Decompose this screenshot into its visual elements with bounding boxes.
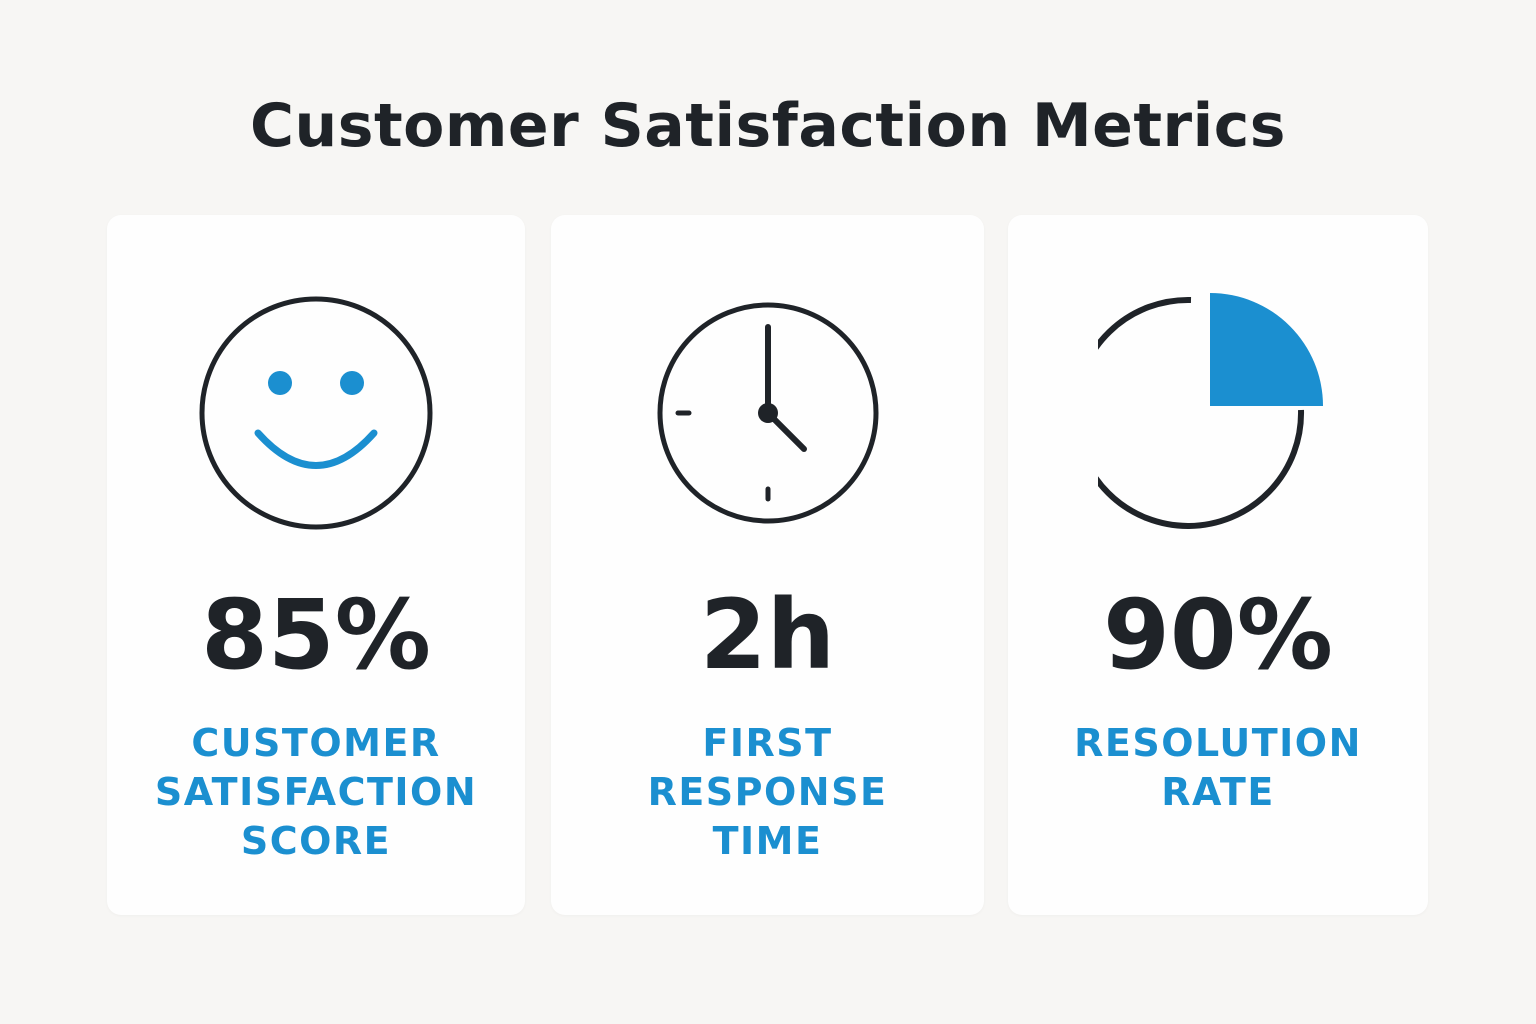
metric-card-resolution-rate: 90% RESOLUTION RATE: [1008, 215, 1428, 915]
metric-label-line: RESOLUTION: [1074, 721, 1362, 765]
metric-label-line: TIME: [712, 819, 823, 863]
page-title: Customer Satisfaction Metrics: [250, 91, 1286, 161]
metric-label: FIRST RESPONSE TIME: [551, 719, 984, 866]
metric-label: CUSTOMER SATISFACTION SCORE: [107, 719, 525, 866]
clock-icon: [648, 293, 888, 533]
metric-value: 90%: [1103, 579, 1333, 691]
metric-card-first-response-time: 2h FIRST RESPONSE TIME: [551, 215, 984, 915]
smiley-face-icon: [196, 293, 436, 533]
metric-label: RESOLUTION RATE: [1008, 719, 1428, 817]
metric-value: 2h: [699, 579, 836, 691]
metric-card-customer-satisfaction: 85% CUSTOMER SATISFACTION SCORE: [107, 215, 525, 915]
pie-chart-icon: [1098, 293, 1338, 533]
metric-label-line: SCORE: [240, 819, 392, 863]
metric-label-line: SATISFACTION: [154, 770, 478, 814]
metric-value: 85%: [201, 579, 431, 691]
metric-label-line: RATE: [1161, 770, 1275, 814]
metric-label-line: CUSTOMER: [191, 721, 441, 765]
metric-label-line: RESPONSE: [647, 770, 888, 814]
metric-label-line: FIRST: [702, 721, 833, 765]
